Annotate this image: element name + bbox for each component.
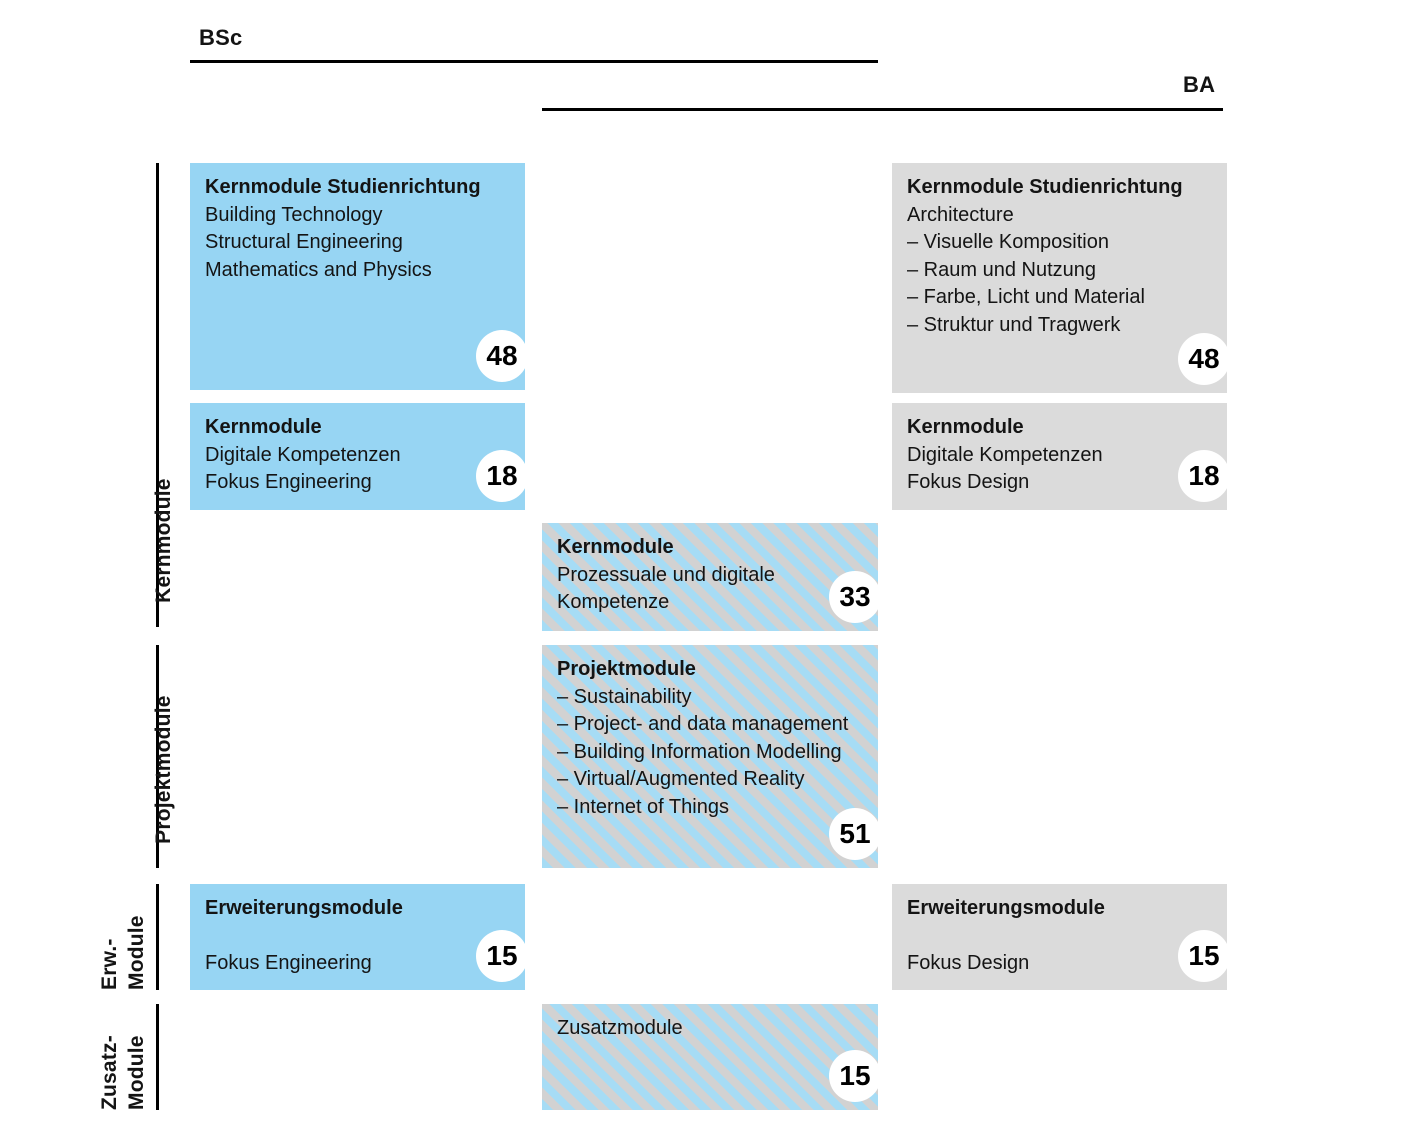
box-line: – Farbe, Licht und Material: [907, 286, 1145, 308]
box-title: Erweiterungsmodule: [205, 897, 403, 919]
credit-badge: 48: [476, 330, 528, 382]
section-divider-zusatz-module: [156, 1004, 159, 1110]
box-line: [907, 923, 1212, 951]
ba-heading: BA: [1183, 72, 1216, 97]
section-label-text: Zusatz-: [98, 1035, 121, 1110]
box-line: Fokus Design: [907, 471, 1030, 493]
box-line: – Sustainability: [557, 685, 692, 708]
credit-badge: 15: [1178, 930, 1230, 982]
section-label-projektmodule: Projektmodule: [123, 645, 204, 868]
credit-badge: 18: [476, 450, 528, 502]
box-line: [205, 923, 510, 951]
module-box-kernmodule-shared: Kernmodule Prozessuale und digitale Komp…: [542, 523, 881, 631]
section-label-text: Kernmodule: [152, 478, 175, 603]
box-title: Kernmodule Studienrichtung: [907, 176, 1183, 198]
box-line: Architecture: [907, 203, 1014, 226]
module-box-kernmodule-ba: Kernmodule Digitale Kompetenzen Fokus De…: [892, 403, 1230, 510]
box-title: Kernmodule: [907, 416, 1024, 438]
box-title: Erweiterungsmodule: [907, 897, 1105, 919]
credit-badge: 51: [829, 808, 881, 860]
module-box-erweiterungsmodule-bsc: Erweiterungsmodule Fokus Engineering 15: [190, 884, 528, 990]
box-line: – Virtual/Augmented Reality: [557, 768, 805, 790]
box-line: Mathematics and Physics: [205, 258, 432, 281]
box-line: – Project- and data management: [557, 713, 849, 735]
credit-badge: 18: [1178, 450, 1230, 502]
credit-badge: 15: [829, 1050, 881, 1102]
module-box-zusatzmodule: Zusatzmodule 15: [542, 1004, 881, 1110]
bsc-underline: [190, 60, 878, 63]
box-line: Fokus Design: [907, 952, 1030, 974]
box-line: Building Technology: [205, 203, 383, 226]
box-line: Fokus Engineering: [205, 952, 372, 974]
box-title: Projektmodule: [557, 658, 696, 680]
ba-underline: [542, 108, 1223, 111]
section-divider-kernmodule: [156, 163, 159, 627]
box-line: – Building Information Modelling: [557, 740, 842, 763]
module-box-erweiterungsmodule-ba: Erweiterungsmodule Fokus Design 15: [892, 884, 1230, 990]
box-line: Structural Engineering: [205, 231, 403, 253]
section-label-text: Module: [125, 915, 148, 990]
box-line: Kompetenze: [557, 591, 670, 613]
credit-badge: 33: [829, 571, 881, 623]
section-label-text: Module: [125, 1035, 148, 1110]
module-box-kernmodule-studienrichtung-ba: Kernmodule Studienrichtung Architecture …: [892, 163, 1230, 393]
box-title: Kernmodule Studienrichtung: [205, 176, 481, 198]
section-label-text: Projektmodule: [152, 695, 175, 844]
section-divider-erw-module: [156, 884, 159, 990]
box-title: Zusatzmodule: [557, 1017, 683, 1039]
box-line: Digitale Kompetenzen: [205, 443, 401, 466]
section-label-text: Erw.-: [98, 938, 121, 990]
box-line: – Raum und Nutzung: [907, 258, 1097, 281]
box-title: Kernmodule: [205, 416, 322, 438]
box-line: Digitale Kompetenzen: [907, 443, 1103, 466]
module-box-kernmodule-bsc: Kernmodule Digitale Kompetenzen Fokus En…: [190, 403, 528, 510]
box-line: Prozessuale und digitale: [557, 563, 775, 586]
box-line: Fokus Engineering: [205, 471, 372, 493]
section-divider-projektmodule: [156, 645, 159, 868]
bsc-heading: BSc: [199, 25, 243, 50]
section-label-erw-module: Erw.- Module: [96, 884, 150, 990]
box-line: – Struktur und Tragwerk: [907, 313, 1121, 336]
box-line: – Visuelle Komposition: [907, 231, 1109, 253]
box-line: – Internet of Things: [557, 795, 729, 818]
module-box-projektmodule: Projektmodule – Sustainability – Project…: [542, 645, 881, 868]
box-title: Kernmodule: [557, 536, 674, 558]
credit-badge: 15: [476, 930, 528, 982]
section-label-zusatz-module: Zusatz- Module: [96, 1004, 150, 1110]
module-box-kernmodule-studienrichtung-bsc: Kernmodule Studienrichtung Building Tech…: [190, 163, 528, 390]
credit-badge: 48: [1178, 333, 1230, 385]
